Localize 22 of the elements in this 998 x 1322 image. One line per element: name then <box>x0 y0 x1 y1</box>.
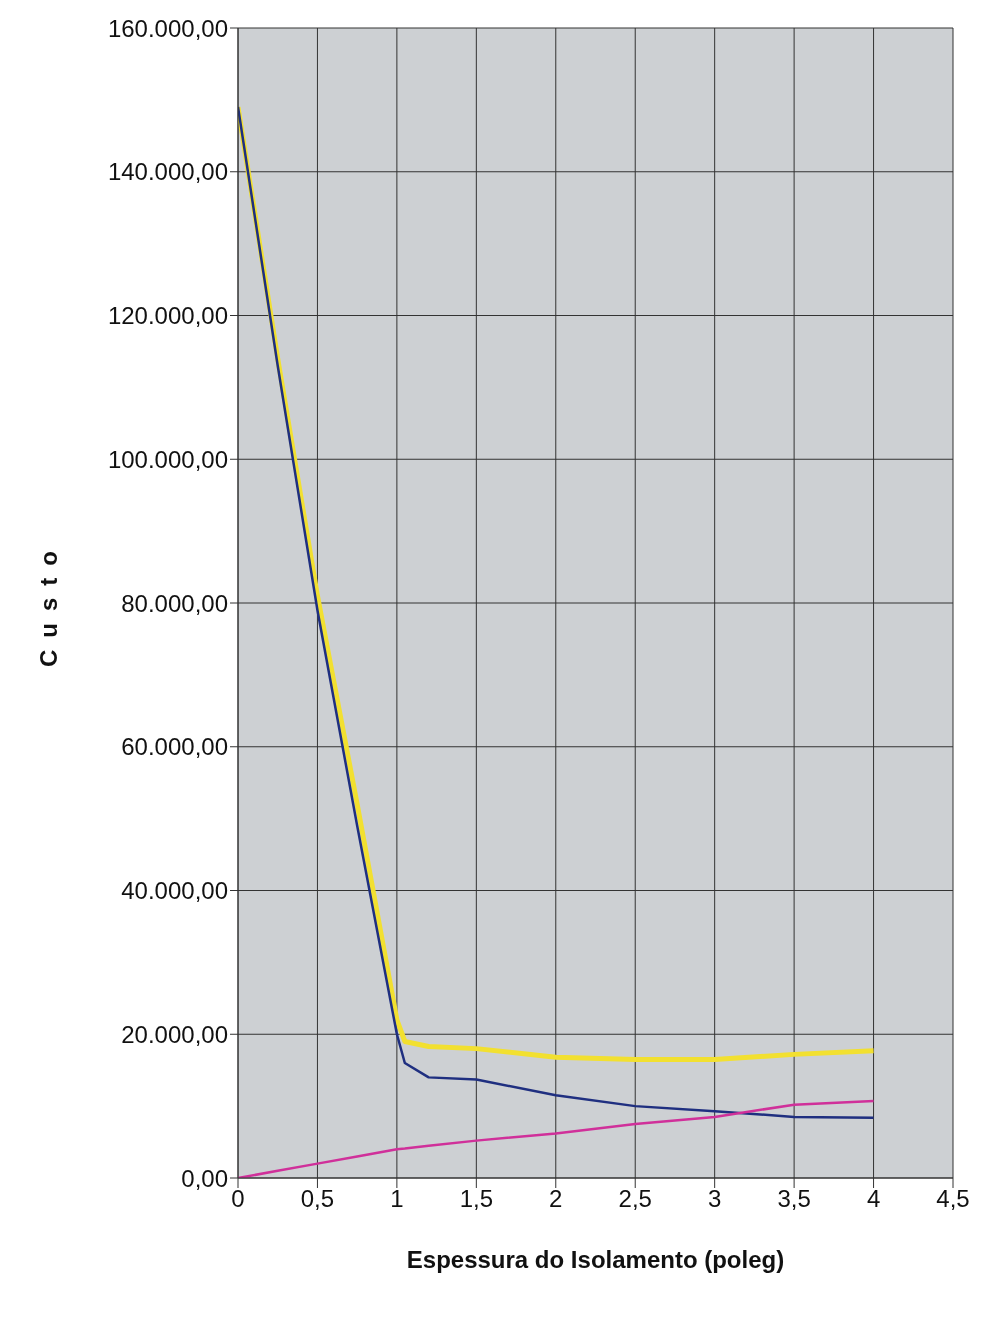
y-axis-title: Custo <box>34 539 62 667</box>
y-tick-label: 20.000,00 <box>121 1020 228 1048</box>
y-tick-label: 40.000,00 <box>121 877 228 905</box>
x-tick-label: 2 <box>549 1185 563 1213</box>
x-tick-label: 4 <box>866 1185 881 1213</box>
x-tick-label: 1,5 <box>459 1185 494 1213</box>
x-axis-title: Espessura do Isolamento (poleg) <box>406 1246 785 1273</box>
x-tick-label: 2,5 <box>618 1185 652 1213</box>
x-tick-label: 4,5 <box>936 1185 970 1213</box>
y-tick-label: 60.000,00 <box>121 733 228 761</box>
y-tick-label: 120.000,00 <box>107 302 228 330</box>
x-tick-label: 0,5 <box>300 1185 335 1213</box>
y-tick-label: 140.000,00 <box>107 158 228 186</box>
line-series <box>238 1099 875 1178</box>
y-tick-label: 160.000,00 <box>107 14 228 42</box>
x-tick-label: 3,5 <box>777 1185 811 1213</box>
y-tick-label: 0,00 <box>181 1164 228 1192</box>
y-tick-label: 100.000,00 <box>107 445 228 473</box>
x-tick-label: 1 <box>390 1185 404 1213</box>
x-tick-label: 3 <box>707 1185 722 1213</box>
y-tick-label: 80.000,00 <box>121 589 228 617</box>
x-tick-label: 0 <box>231 1185 245 1213</box>
